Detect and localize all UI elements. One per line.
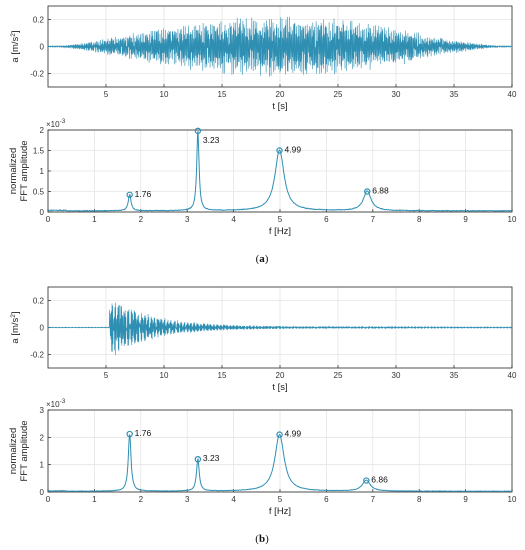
x-tick-label: 10: [160, 90, 169, 99]
x-tick-label: 3: [185, 215, 190, 224]
peak-marker: [276, 147, 283, 154]
peak-label: 3.23: [203, 453, 220, 463]
x-tick-label: 6: [324, 495, 329, 504]
peak-label: 6.88: [372, 186, 389, 196]
y-tick-label: -0.2: [30, 351, 44, 360]
x-axis-label: t [s]: [272, 382, 287, 393]
x-tick-label: 5: [278, 215, 283, 224]
y-tick-label: 0.5: [33, 188, 45, 197]
y-axis-label-line: normalized: [8, 148, 19, 194]
y-tick-label: 1: [40, 167, 45, 176]
y-axis-exponent: ×10-3: [46, 118, 66, 129]
peak-marker: [194, 127, 202, 135]
x-tick-label: 7: [371, 495, 376, 504]
chart-a-time-domain: 5 10 15 20 25 30 35 40 -0.2 0 0.2 t [s] a [m/s2]: [10, 5, 517, 112]
x-axis-label: f [Hz]: [269, 506, 291, 517]
series-line: [47, 433, 513, 493]
x-tick-label: 5: [104, 371, 109, 380]
series-line: [47, 16, 513, 77]
y-axis-label-sup: 2: [10, 314, 17, 318]
x-tick-label: 30: [392, 371, 401, 380]
y-tick-label: -0.2: [30, 70, 44, 79]
x-tick-label: 9: [463, 495, 468, 504]
peak-marker: [126, 191, 133, 198]
y-axis-label-line: normalized: [8, 428, 19, 474]
x-tick-label: 10: [508, 495, 517, 504]
y-axis-label-sup: 2: [10, 33, 17, 37]
x-tick-label: 4: [231, 495, 236, 504]
y-axis-label-tail: ]: [10, 311, 21, 314]
caption-b: (b): [255, 533, 269, 545]
x-tick-label: 5: [278, 495, 283, 504]
x-tick-label: 4: [231, 215, 236, 224]
peak-marker: [276, 431, 283, 438]
y-axis-label-line: FFT amplitude: [19, 140, 30, 201]
x-tick-label: 10: [160, 371, 169, 380]
series-line: [47, 130, 513, 212]
x-tick-label: 40: [508, 371, 517, 380]
y-tick-label: 1.5: [33, 147, 45, 156]
x-tick-label: 25: [334, 371, 343, 380]
x-tick-label: 1: [92, 215, 97, 224]
y-axis-exponent: ×10-3: [46, 398, 66, 409]
y-tick-label: 0: [40, 324, 45, 333]
x-tick-label: 2: [139, 215, 144, 224]
peak-marker: [194, 456, 202, 463]
peak-marker: [364, 188, 371, 195]
x-tick-label: 40: [508, 90, 517, 99]
chart-b-time-domain: 5 10 15 20 25 30 35 40 -0.2 0 0.2 t [s] a [m/s2]: [10, 286, 517, 393]
y-tick-label: 1: [40, 461, 45, 470]
y-tick-label: 0: [40, 488, 45, 497]
y-tick-label: 0.2: [33, 297, 45, 306]
y-axis-exponent-power: -3: [60, 118, 66, 125]
x-tick-label: 5: [104, 90, 109, 99]
peak-marker: [126, 430, 133, 438]
x-tick-label: 15: [218, 90, 227, 99]
x-tick-label: 15: [218, 371, 227, 380]
x-tick-label: 6: [324, 215, 329, 224]
x-tick-label: 35: [450, 90, 459, 99]
peak-label: 6.86: [371, 475, 388, 485]
chart-a-fft-spectrum: 0 1 2 3 4 5 6 7 8 9 10 0 0.5 1 1.5 2 f [Hz] normalized FFT…: [8, 118, 517, 237]
y-tick-label: 2: [40, 126, 45, 135]
y-tick-label: 0: [40, 43, 45, 52]
x-tick-label: 35: [450, 371, 459, 380]
peak-label: 1.76: [135, 428, 152, 438]
y-tick-label: 0.2: [33, 16, 45, 25]
x-tick-label: 3: [185, 495, 190, 504]
x-tick-label: 9: [463, 215, 468, 224]
y-axis-label: a [m/s2]: [10, 30, 21, 62]
y-tick-label: 0: [40, 208, 45, 217]
peak-label: 3.23: [203, 135, 220, 145]
x-tick-label: 7: [371, 215, 376, 224]
y-tick-label: 3: [40, 406, 45, 415]
x-tick-label: 2: [139, 495, 144, 504]
x-tick-label: 25: [334, 90, 343, 99]
y-axis-exponent-power: -3: [60, 398, 66, 405]
x-tick-label: 30: [392, 90, 401, 99]
x-tick-label: 20: [276, 371, 285, 380]
x-axis-label: f [Hz]: [269, 226, 291, 237]
x-tick-label: 0: [46, 215, 51, 224]
peak-marker: [363, 477, 370, 484]
series-line: [47, 302, 513, 356]
peak-label: 1.76: [135, 189, 152, 199]
y-axis-label-line: FFT amplitude: [19, 420, 30, 481]
caption-a: (a): [256, 253, 269, 265]
peak-label: 4.99: [285, 429, 302, 439]
chart-b-fft-spectrum: 0 1 2 3 4 5 6 7 8 9 10 0 1 2 3 f [Hz] normalized FFT ampl…: [8, 398, 517, 517]
y-tick-label: 2: [40, 433, 45, 442]
peak-label: 4.99: [285, 145, 302, 155]
y-axis-label: a [m/s2]: [10, 311, 21, 343]
x-axis-label: t [s]: [272, 101, 287, 112]
x-tick-label: 1: [92, 495, 97, 504]
x-tick-label: 8: [417, 215, 422, 224]
x-tick-label: 20: [276, 90, 285, 99]
x-tick-label: 8: [417, 495, 422, 504]
x-tick-label: 10: [508, 215, 517, 224]
y-axis-label-tail: ]: [10, 30, 21, 33]
x-tick-label: 0: [46, 495, 51, 504]
